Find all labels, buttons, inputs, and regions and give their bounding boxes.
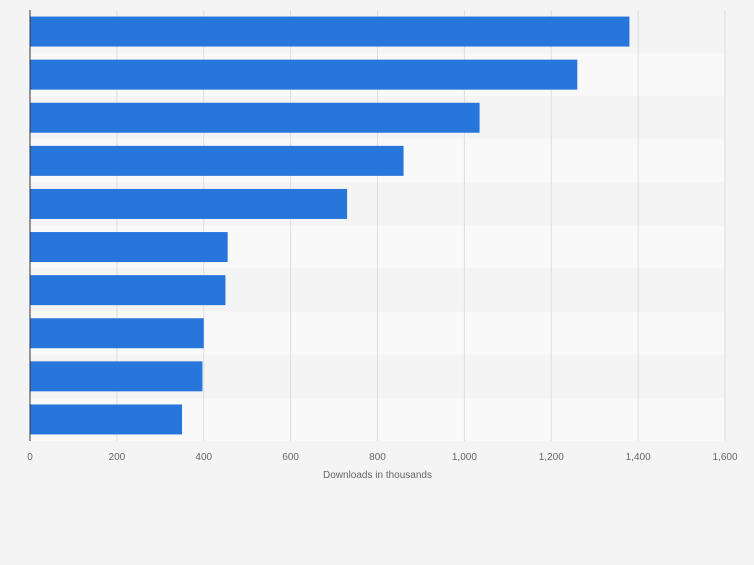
bar [30,318,204,349]
x-tick-label: 200 [109,452,126,463]
x-tick-label: 0 [27,452,33,463]
bar [30,361,203,392]
x-tick-label: 1,000 [452,452,477,463]
bar [30,404,183,435]
bar [30,188,348,219]
bar [30,16,630,47]
bar [30,275,226,306]
x-tick-label: 1,400 [626,452,651,463]
x-tick-label: 1,600 [712,452,737,463]
x-tick-label: 400 [195,452,212,463]
x-tick-label: 600 [282,452,299,463]
x-axis-label: Downloads in thousands [323,470,432,481]
bar [30,145,404,176]
bar [30,232,228,263]
bar [30,59,578,90]
x-tick-label: 800 [369,452,386,463]
x-tick-label: 1,200 [539,452,564,463]
bar [30,102,480,133]
x-tick-labels: 0 200 400 600 800 1,000 1,200 1,400 1,600 [27,452,738,463]
bars [30,16,630,435]
